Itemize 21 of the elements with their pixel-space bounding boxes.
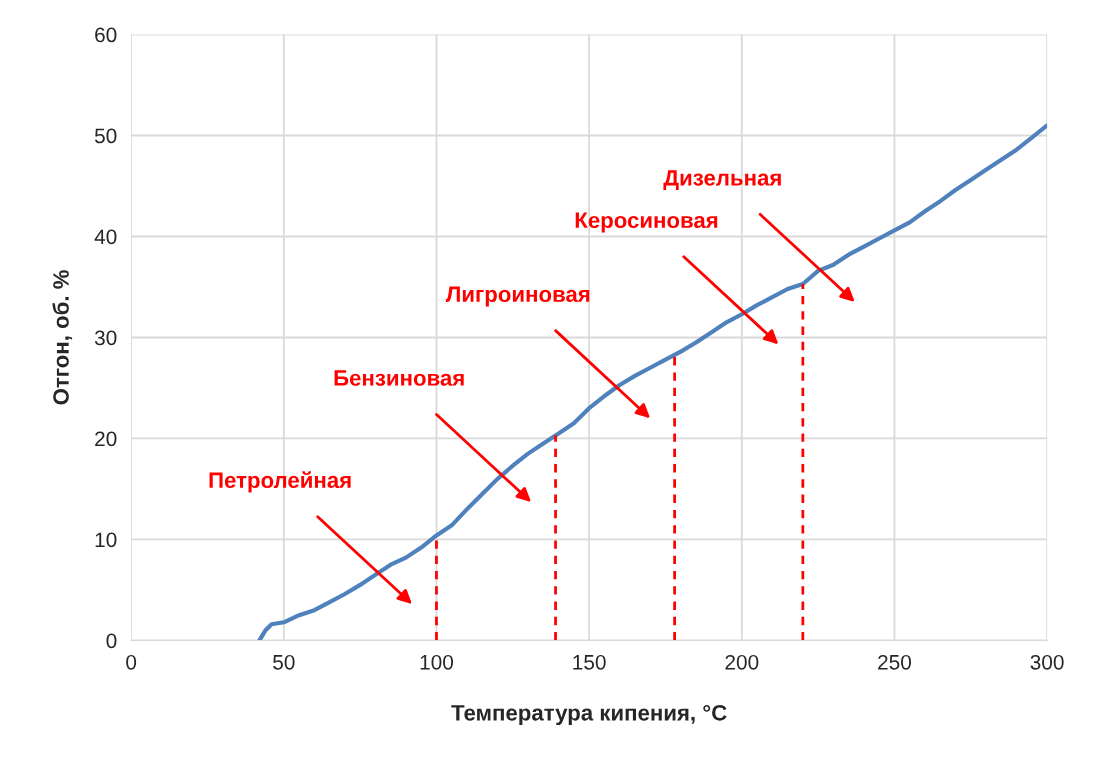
x-tick-label: 150 (573, 654, 606, 670)
x-axis-title: Температура кипения, °C (451, 704, 727, 726)
x-tick-label: 50 (273, 654, 295, 670)
y-tick-label: 40 (94, 229, 117, 245)
x-tick-label: 0 (126, 654, 137, 670)
x-tick-label: 100 (420, 654, 454, 670)
x-tick-label: 300 (1030, 654, 1064, 670)
annotation: Петролейная (209, 471, 351, 493)
annotation: Керосиновая (575, 212, 718, 233)
y-tick-label: 50 (94, 128, 117, 144)
y-tick-label: 0 (106, 633, 117, 649)
annotation: Дизельная (663, 170, 781, 190)
annotation: Лигроиновая (445, 286, 590, 307)
annotation: Бензиновая (334, 370, 464, 386)
y-tick-label: 60 (95, 27, 117, 43)
y-tick-label: 10 (95, 532, 117, 548)
x-tick-label: 200 (725, 654, 759, 670)
y-tick-label: 20 (95, 431, 117, 447)
y-tick-label: 30 (94, 330, 117, 346)
y-axis-title: Отгон, об. % (52, 270, 73, 405)
x-tick-label: 250 (878, 654, 911, 670)
